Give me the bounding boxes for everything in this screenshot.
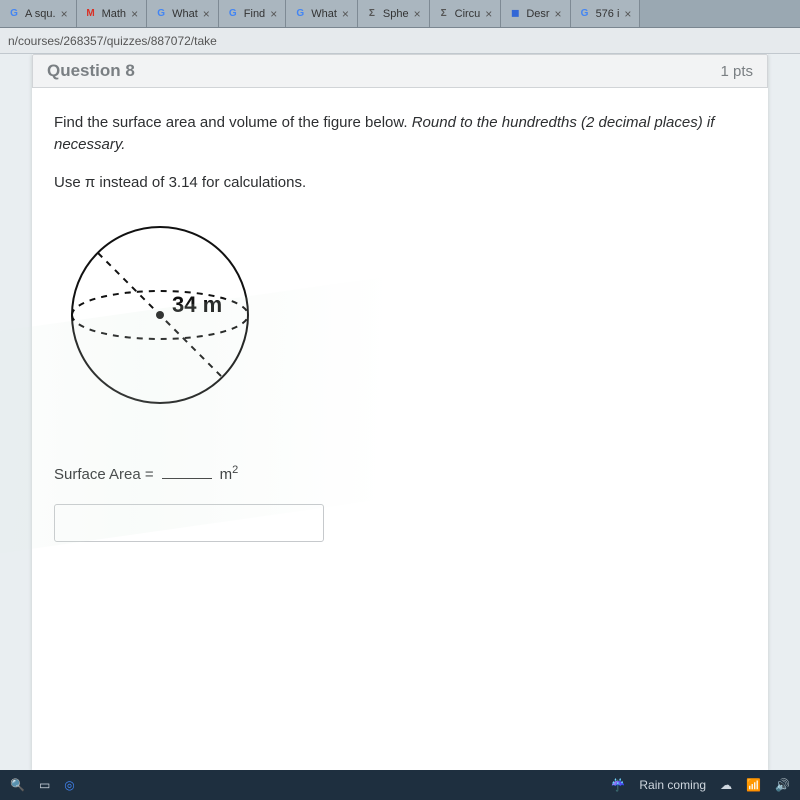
tab-favicon: G: [294, 8, 306, 20]
answer-input[interactable]: [54, 504, 324, 542]
weather-text[interactable]: Rain coming: [639, 778, 706, 792]
tray-cloud-icon[interactable]: ☁: [720, 778, 732, 792]
question-prompt: Find the surface area and volume of the …: [54, 112, 746, 156]
tab-favicon: G: [8, 8, 20, 20]
tab-close-icon[interactable]: ×: [131, 7, 138, 21]
browser-tab[interactable]: G What ×: [147, 0, 219, 27]
tray-volume-icon[interactable]: 🔊: [775, 778, 790, 792]
radius-label: 34 m: [172, 289, 222, 321]
tab-favicon: G: [155, 8, 167, 20]
tab-close-icon[interactable]: ×: [555, 7, 562, 21]
sphere-figure: 34 m: [60, 215, 746, 415]
question-body: Find the surface area and volume of the …: [32, 88, 768, 566]
browser-tab[interactable]: Σ Sphe ×: [358, 0, 430, 27]
question-header: Question 8 1 pts: [32, 54, 768, 88]
question-subprompt: Use π instead of 3.14 for calculations.: [54, 172, 746, 194]
tray-network-icon[interactable]: 📶: [746, 778, 761, 792]
browser-tab[interactable]: G 576 i ×: [571, 0, 641, 27]
tab-favicon: M: [85, 8, 97, 20]
answer-label-row: Surface Area = m2: [54, 463, 746, 486]
tab-close-icon[interactable]: ×: [342, 7, 349, 21]
tab-favicon: Σ: [366, 8, 378, 20]
tab-close-icon[interactable]: ×: [270, 7, 277, 21]
taskbar-search-icon[interactable]: 🔍: [10, 778, 25, 792]
browser-tab[interactable]: G Find ×: [219, 0, 286, 27]
tab-favicon: ◼: [509, 8, 521, 20]
tab-title: Desr: [526, 8, 549, 20]
taskbar: 🔍 ▭ ◎ ☔ Rain coming ☁ 📶 🔊: [0, 770, 800, 800]
tab-title: 576 i: [596, 8, 620, 20]
sphere-svg: [60, 215, 260, 415]
question-points: 1 pts: [720, 63, 753, 80]
tab-close-icon[interactable]: ×: [485, 7, 492, 21]
tab-title: What: [311, 8, 337, 20]
browser-tab[interactable]: ◼ Desr ×: [501, 0, 570, 27]
weather-icon[interactable]: ☔: [610, 778, 625, 792]
tab-title: What: [172, 8, 198, 20]
taskbar-app-icon[interactable]: ▭: [39, 778, 50, 792]
address-bar[interactable]: n/courses/268357/quizzes/887072/take: [0, 28, 800, 54]
page-area: Question 8 1 pts Find the surface area a…: [0, 54, 800, 770]
browser-tab[interactable]: M Math ×: [77, 0, 147, 27]
tab-title: Find: [244, 8, 265, 20]
answer-blank: [162, 478, 212, 479]
quiz-container: Question 8 1 pts Find the surface area a…: [32, 54, 768, 770]
question-number: Question 8: [47, 61, 135, 81]
tab-title: Circu: [455, 8, 481, 20]
browser-tab[interactable]: G A squ. ×: [0, 0, 77, 27]
browser-tab-strip: GA squ.×MMath×GWhat×GFind×GWhat×ΣSphe×ΣC…: [0, 0, 800, 28]
tab-favicon: G: [227, 8, 239, 20]
tab-favicon: Σ: [438, 8, 450, 20]
tab-close-icon[interactable]: ×: [414, 7, 421, 21]
browser-tab[interactable]: G What ×: [286, 0, 358, 27]
taskbar-chrome-icon[interactable]: ◎: [64, 778, 74, 792]
tab-title: A squ.: [25, 8, 56, 20]
tab-close-icon[interactable]: ×: [203, 7, 210, 21]
tab-title: Math: [102, 8, 126, 20]
tab-close-icon[interactable]: ×: [624, 7, 631, 21]
tab-title: Sphe: [383, 8, 409, 20]
browser-tab[interactable]: Σ Circu ×: [430, 0, 502, 27]
tab-close-icon[interactable]: ×: [61, 7, 68, 21]
url-text: n/courses/268357/quizzes/887072/take: [8, 34, 217, 48]
tab-favicon: G: [579, 8, 591, 20]
